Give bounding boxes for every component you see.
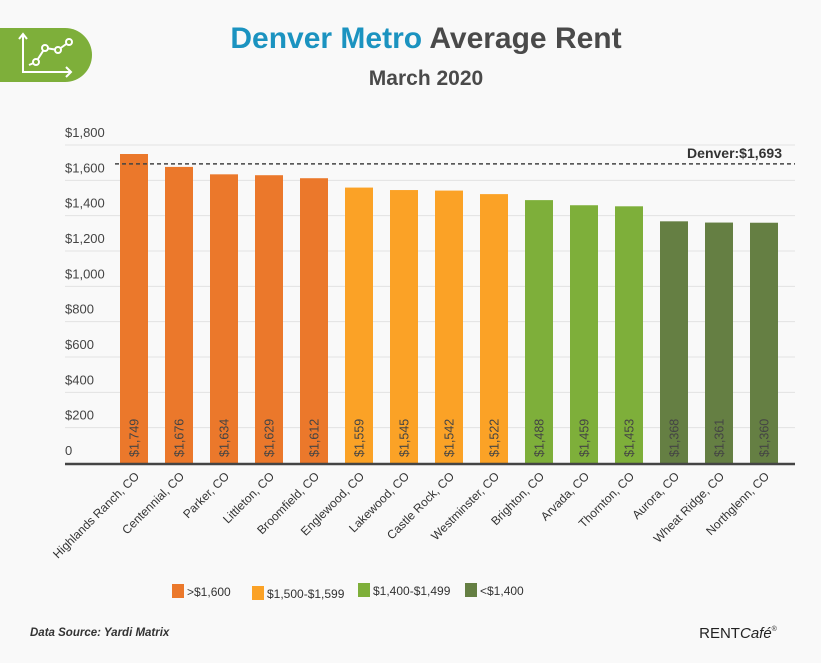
bar-value-label: $1,459 xyxy=(578,419,592,457)
bar-value-label: $1,676 xyxy=(173,419,187,457)
legend-item: <$1,400 xyxy=(465,583,524,598)
y-tick-label: $600 xyxy=(65,337,94,352)
legend-label: $1,500-$1,599 xyxy=(267,587,345,601)
bar-value-label: $1,559 xyxy=(353,419,367,457)
chart-badge xyxy=(0,28,92,82)
title-rest: Average Rent xyxy=(429,22,621,55)
bar-value-label: $1,360 xyxy=(758,419,772,457)
title-highlight: Denver Metro xyxy=(230,22,422,55)
y-tick-label: 0 xyxy=(65,443,72,458)
legend-item: $1,400-$1,499 xyxy=(358,583,451,598)
bar-value-label: $1,612 xyxy=(308,419,322,457)
bar xyxy=(345,187,373,463)
chart-subtitle: March 2020 xyxy=(369,67,483,90)
bar xyxy=(390,190,418,464)
rentcafe-logo: RENTCafé® xyxy=(699,625,778,642)
bar xyxy=(705,222,733,463)
bar-value-label: $1,545 xyxy=(398,419,412,457)
legend-label: $1,400-$1,499 xyxy=(373,584,451,598)
y-tick-label: $800 xyxy=(65,302,94,317)
data-source: Data Source: Yardi Matrix xyxy=(30,627,170,639)
legend-label: <$1,400 xyxy=(480,584,524,598)
y-tick-label: $1,400 xyxy=(65,196,105,211)
legend-swatch xyxy=(252,586,264,600)
legend-item: $1,500-$1,599 xyxy=(252,586,345,601)
bar xyxy=(570,205,598,463)
bar-value-label: $1,542 xyxy=(443,419,457,457)
y-tick-label: $400 xyxy=(65,372,94,387)
bar-value-label: $1,488 xyxy=(533,419,547,457)
y-tick-label: $1,200 xyxy=(65,231,105,246)
bar xyxy=(435,190,463,463)
line-chart-icon xyxy=(18,32,73,78)
bar-value-label: $1,634 xyxy=(218,419,232,457)
reference-line-label: Denver:$1,693 xyxy=(687,145,782,161)
bar-value-label: $1,453 xyxy=(623,419,637,457)
y-tick-label: $1,600 xyxy=(65,160,105,175)
bar xyxy=(525,200,553,463)
y-tick-label: $200 xyxy=(65,408,94,423)
logo-cafe: Café xyxy=(740,625,772,642)
bar xyxy=(165,166,193,463)
bar-value-label: $1,361 xyxy=(713,419,727,457)
bar xyxy=(660,221,688,463)
logo-registered: ® xyxy=(772,625,778,633)
y-tick-label: $1,000 xyxy=(65,266,105,281)
bar-value-label: $1,368 xyxy=(668,419,682,457)
bar xyxy=(615,206,643,463)
bar-value-label: $1,749 xyxy=(128,419,142,457)
legend-label: >$1,600 xyxy=(187,585,231,599)
bar xyxy=(750,222,778,463)
bar xyxy=(120,154,148,463)
legend-swatch xyxy=(172,584,184,598)
chart-title: Denver Metro Average Rent xyxy=(230,22,621,55)
bar-value-label: $1,629 xyxy=(263,419,277,457)
legend-swatch xyxy=(358,583,370,597)
bar xyxy=(255,175,283,463)
bar xyxy=(210,174,238,463)
bar-value-label: $1,522 xyxy=(488,419,502,457)
y-tick-label: $1,800 xyxy=(65,125,105,140)
logo-rent: RENT xyxy=(699,625,740,642)
x-tick-label: Highlands Ranch, CO xyxy=(50,469,142,561)
legend-swatch xyxy=(465,583,477,597)
bar xyxy=(480,194,508,463)
legend-item: >$1,600 xyxy=(172,584,231,599)
bar xyxy=(300,178,328,464)
